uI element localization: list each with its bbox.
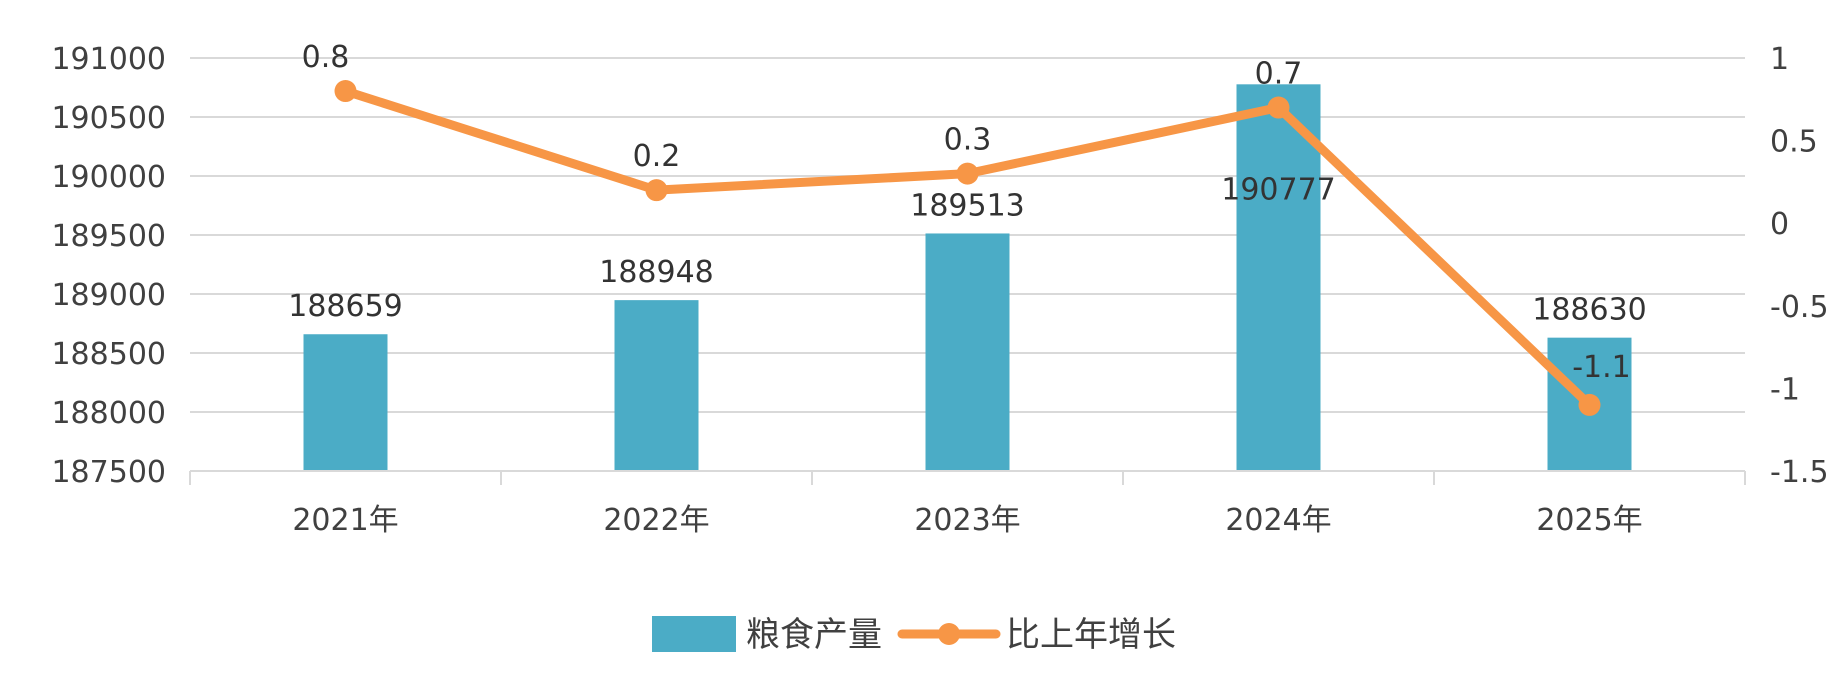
y-right-tick-label: 1: [1770, 42, 1789, 77]
y-left-tick-label: 187500: [51, 455, 166, 490]
legend-swatch-marker: [938, 623, 960, 645]
bar-series: [303, 84, 1632, 472]
line-series: [334, 80, 1601, 416]
growth-data-label: 0.2: [633, 139, 681, 174]
growth-point: [334, 80, 357, 103]
legend-label-bar: 粮食产量: [746, 615, 882, 655]
y-right-tick-label: 0: [1770, 207, 1789, 242]
y-left-tick-label: 188000: [51, 396, 166, 431]
bar-data-label: 189513: [910, 188, 1025, 223]
bar: [614, 300, 699, 471]
bar: [303, 334, 388, 471]
growth-data-label: -1.1: [1572, 350, 1631, 385]
bar: [925, 233, 1010, 471]
y-right-tick-label: -1.5: [1770, 455, 1829, 490]
y-left-tick-label: 189000: [51, 278, 166, 313]
y-right-tick-label: -1: [1770, 372, 1800, 407]
y-left-tick-label: 190000: [51, 160, 166, 195]
y-right-tick-label: 0.5: [1770, 125, 1818, 160]
growth-data-label: 0.3: [944, 123, 992, 158]
y-right-tick-label: -0.5: [1770, 290, 1829, 325]
x-tick-label: 2024年: [1225, 503, 1331, 538]
growth-point: [1578, 393, 1601, 416]
bar-data-label: 188630: [1532, 293, 1647, 328]
y-left-tick-label: 189500: [51, 219, 166, 254]
bar-data-label: 188948: [599, 255, 714, 290]
growth-data-label: 0.8: [302, 40, 350, 75]
y-left-tick-label: 190500: [51, 101, 166, 136]
axes: 191000 190500 190000 189500 189000 188500 1880…: [51, 42, 1828, 538]
bar: [1236, 84, 1321, 472]
data-labels: 188659 188948 189513 190777 188630 0.8 0.2 0.3 0…: [288, 40, 1647, 385]
x-tick-label: 2022年: [603, 503, 709, 538]
growth-point: [1267, 96, 1290, 119]
x-tick-label: 2023年: [914, 503, 1020, 538]
x-tick-label: 2025年: [1536, 503, 1642, 538]
bar-data-label: 188659: [288, 289, 403, 324]
bar-data-label: 190777: [1221, 172, 1336, 207]
x-tick-label: 2021年: [292, 503, 398, 538]
growth-point: [645, 179, 668, 202]
legend-label-line: 比上年增长: [1006, 615, 1176, 655]
y-left-tick-label: 188500: [51, 337, 166, 372]
legend-swatch-bar: [652, 616, 736, 652]
growth-point: [956, 162, 979, 185]
growth-data-label: 0.7: [1255, 57, 1303, 92]
y-left-tick-label: 191000: [51, 42, 166, 77]
legend: 粮食产量 比上年增长: [652, 615, 1176, 655]
